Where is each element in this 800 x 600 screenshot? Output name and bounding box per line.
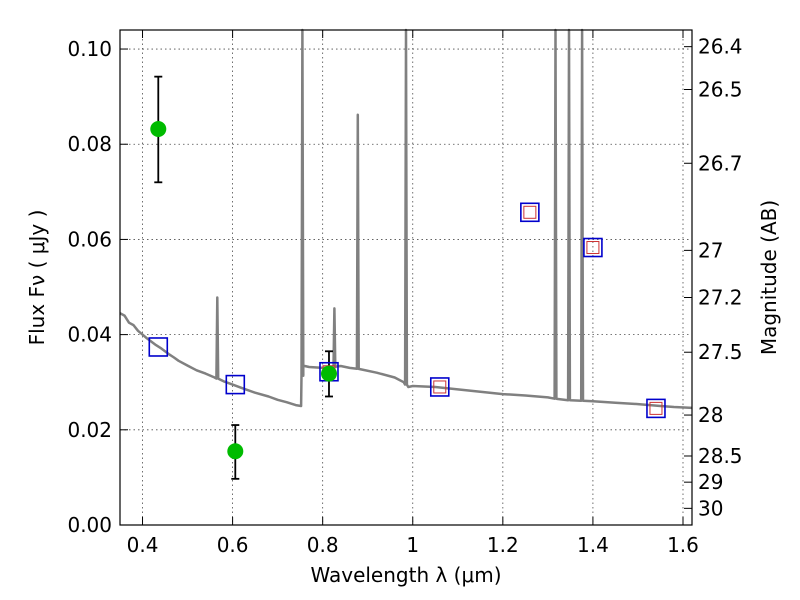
y-axis-title: Flux Fν ( μJy )	[25, 210, 49, 346]
y-axis-ticks: 0.00 0.02 0.04 0.06 0.08 0.10	[67, 37, 128, 537]
x-tick-label: 1	[406, 533, 419, 557]
y2-tick-label: 26.7	[698, 151, 743, 175]
plot-frame	[119, 29, 693, 526]
x-tick-label: 1.4	[577, 533, 609, 557]
x-tick-label: 0.4	[127, 533, 159, 557]
y2-tick-label: 28.5	[698, 444, 743, 468]
model-photometry-box	[148, 337, 169, 357]
x-tick-label: 0.8	[307, 533, 339, 557]
y-tick-label: 0.04	[67, 323, 112, 347]
y2-tick-label: 26.5	[698, 77, 743, 101]
y2-tick-label: 27	[698, 238, 723, 262]
y-tick-label: 0.06	[67, 227, 112, 251]
y-tick-label: 0.08	[67, 132, 112, 156]
y2-tick-label: 29	[698, 470, 723, 494]
model-spectrum-line	[119, 28, 693, 410]
model-photometry-inner-box	[433, 380, 447, 394]
x-tick-label: 1.2	[487, 533, 519, 557]
x-axis-ticks: 0.4 0.6 0.8 1 1.2 1.4 1.6	[127, 30, 699, 557]
x-tick-label: 0.6	[217, 533, 249, 557]
y2-axis-title: Magnitude (AB)	[757, 200, 781, 355]
y-tick-label: 0.00	[67, 513, 112, 537]
y-tick-label: 0.10	[67, 37, 112, 61]
y2-tick-label: 27.5	[698, 340, 743, 364]
model-photometry-inner-box	[586, 241, 600, 255]
model-photometry-box	[225, 374, 246, 395]
model-photometry-inner-box	[523, 205, 537, 219]
y2-tick-label: 28	[698, 403, 723, 427]
y2-tick-label: 30	[698, 496, 723, 520]
x-axis-title: Wavelength λ (μm)	[310, 563, 501, 587]
model-spectrum-layer	[119, 28, 693, 410]
observed-point	[150, 121, 167, 137]
observed-photometry-layer	[150, 121, 337, 460]
y2-tick-label: 27.2	[698, 285, 743, 309]
observed-point	[320, 365, 337, 382]
model-photometry-box	[583, 237, 603, 258]
y-tick-label: 0.02	[67, 418, 112, 442]
y2-tick-label: 26.4	[698, 35, 743, 59]
model-photometry-box	[646, 398, 666, 419]
x-tick-label: 1.6	[667, 533, 699, 557]
model-photometry-inner-box	[649, 401, 663, 415]
observed-point	[227, 443, 244, 460]
model-photometry-box	[429, 377, 450, 397]
model-photometry-box	[520, 202, 540, 223]
